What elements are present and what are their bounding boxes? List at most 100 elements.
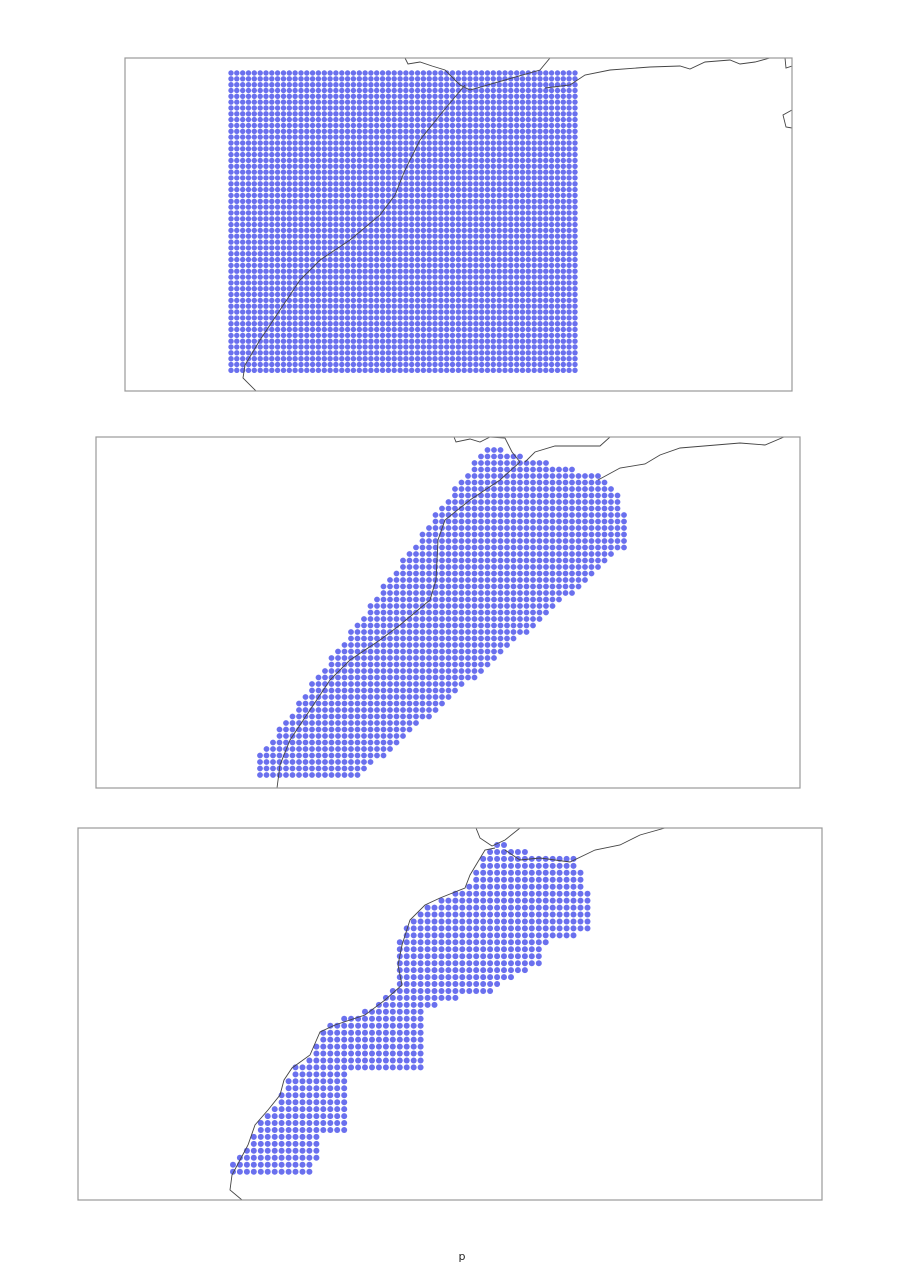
grid-point <box>356 163 362 169</box>
grid-point <box>537 286 543 292</box>
grid-point <box>455 105 462 111</box>
grid-point <box>292 181 298 187</box>
grid-point <box>502 111 508 117</box>
grid-point <box>445 609 452 616</box>
grid-point <box>333 151 339 158</box>
grid-point <box>339 93 345 100</box>
grid-point <box>426 297 432 304</box>
grid-point <box>334 1064 341 1071</box>
grid-point <box>484 93 491 100</box>
grid-point <box>560 76 566 82</box>
grid-point <box>487 890 494 897</box>
grid-point <box>424 918 431 925</box>
grid-point <box>514 146 520 152</box>
grid-point <box>368 321 374 327</box>
grid-point <box>523 577 530 583</box>
grid-point <box>432 210 438 216</box>
grid-point <box>385 175 392 181</box>
grid-point <box>380 746 387 752</box>
grid-point <box>502 82 508 88</box>
grid-point <box>449 332 456 339</box>
grid-point <box>356 169 362 175</box>
grid-point <box>449 326 456 333</box>
grid-point <box>508 932 514 939</box>
grid-point <box>298 146 304 152</box>
grid-point <box>537 227 543 234</box>
grid-point <box>348 1036 355 1043</box>
grid-point <box>478 505 484 512</box>
grid-point <box>560 186 566 193</box>
grid-point <box>487 974 494 981</box>
grid-point <box>403 1057 410 1064</box>
grid-point <box>444 361 450 368</box>
grid-point <box>409 163 415 169</box>
grid-point <box>292 111 298 117</box>
grid-point <box>531 286 537 292</box>
grid-point <box>361 739 367 746</box>
grid-point <box>380 603 387 609</box>
grid-point <box>504 492 510 499</box>
grid-point <box>413 622 419 629</box>
grid-point <box>334 1085 341 1092</box>
grid-point <box>339 245 345 251</box>
grid-point <box>438 140 444 146</box>
grid-point <box>608 499 614 505</box>
grid-point <box>480 911 487 918</box>
grid-point <box>519 151 526 158</box>
grid-point <box>473 128 479 134</box>
grid-point <box>393 668 400 674</box>
grid-point <box>368 367 374 373</box>
grid-point <box>403 251 409 257</box>
grid-point <box>269 326 275 333</box>
grid-point <box>479 367 485 373</box>
grid-point <box>315 122 322 129</box>
grid-point <box>387 746 393 752</box>
grid-point <box>335 700 341 707</box>
grid-point <box>494 981 501 987</box>
grid-point <box>449 227 456 234</box>
grid-point <box>461 262 467 269</box>
grid-point <box>333 245 339 251</box>
grid-point <box>350 251 357 257</box>
grid-point <box>459 890 466 897</box>
grid-point <box>514 169 520 175</box>
grid-point <box>315 367 322 373</box>
grid-point <box>438 911 445 918</box>
grid-point <box>467 169 473 175</box>
grid-point <box>510 544 517 551</box>
grid-point <box>240 233 246 239</box>
grid-point <box>465 512 471 518</box>
grid-point <box>473 216 479 222</box>
grid-point <box>298 105 304 111</box>
grid-point <box>537 344 543 350</box>
grid-point <box>473 93 479 100</box>
grid-point <box>484 151 491 158</box>
grid-point <box>327 291 333 298</box>
grid-point <box>304 151 310 158</box>
grid-point <box>292 140 298 146</box>
grid-point <box>449 268 456 274</box>
grid-point <box>245 309 252 315</box>
grid-point <box>403 1064 410 1071</box>
grid-point <box>566 140 572 146</box>
grid-point <box>432 518 439 525</box>
grid-point <box>315 332 322 339</box>
grid-point <box>548 116 555 123</box>
grid-point <box>251 321 257 327</box>
grid-point <box>397 111 403 117</box>
grid-point <box>514 280 520 286</box>
grid-point <box>584 904 591 911</box>
grid-point <box>280 291 287 298</box>
grid-point <box>473 210 479 216</box>
grid-point <box>274 286 281 292</box>
grid-point <box>432 674 439 681</box>
grid-point <box>514 876 521 883</box>
grid-point <box>380 583 387 590</box>
grid-point <box>321 157 327 164</box>
grid-point <box>614 538 621 544</box>
grid-point <box>572 169 578 175</box>
grid-point <box>356 204 362 210</box>
grid-point <box>478 499 484 505</box>
grid-point <box>393 674 400 681</box>
grid-point <box>339 367 345 373</box>
